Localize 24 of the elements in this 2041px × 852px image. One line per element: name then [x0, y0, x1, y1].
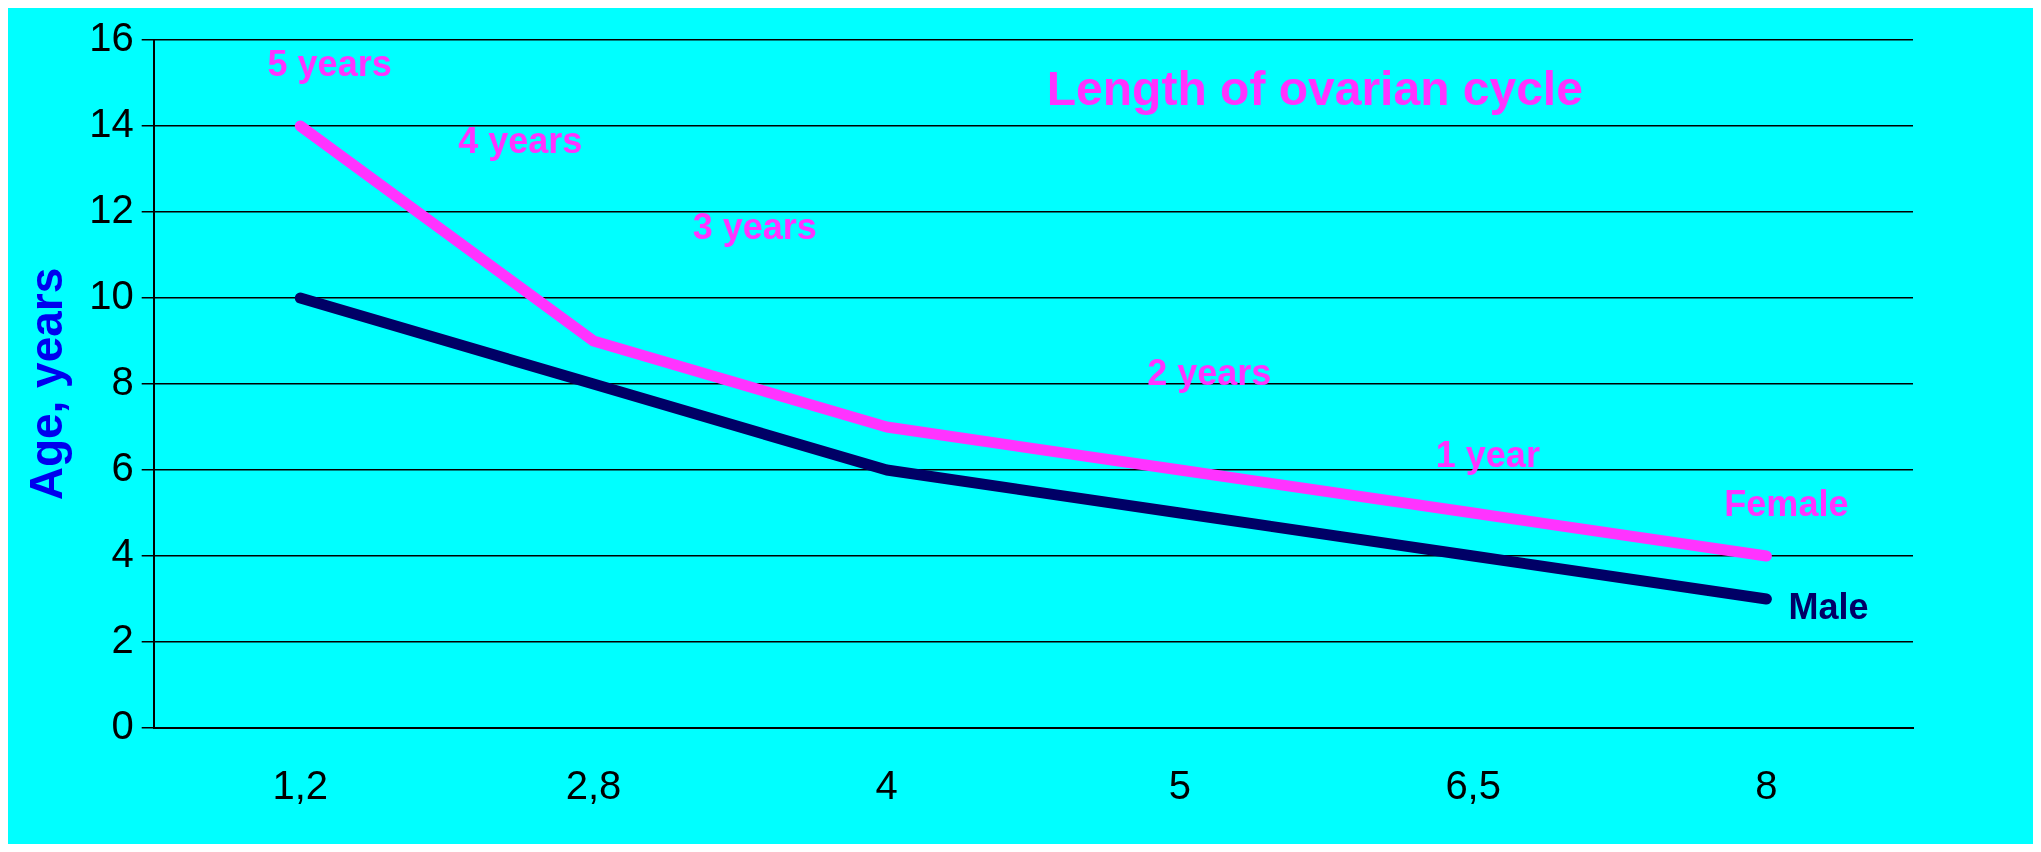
y-tick-label: 4: [111, 531, 134, 576]
y-tick-label: 14: [89, 101, 134, 146]
series-label: Male: [1788, 585, 1869, 627]
x-tick-label: 4: [875, 763, 898, 808]
y-tick-label: 0: [111, 703, 134, 748]
annotation: 3 years: [692, 206, 817, 248]
y-tick-label: 16: [89, 15, 134, 60]
y-axis-title: Age, years: [20, 267, 73, 501]
x-tick-label: 2,8: [565, 763, 622, 808]
x-tick-label: 5: [1168, 763, 1192, 808]
y-tick-label: 2: [111, 617, 134, 662]
x-tick-label: 8: [1755, 763, 1778, 808]
x-tick-label: 1,2: [272, 763, 329, 808]
x-tick-label: 6,5: [1445, 763, 1501, 808]
annotation: 2 years: [1147, 352, 1272, 394]
annotation: 4 years: [458, 120, 583, 162]
y-tick-label: 8: [111, 359, 134, 404]
y-tick-label: 12: [89, 187, 134, 232]
text: Length of ovarian cycle: [1046, 61, 1583, 115]
annotation: 5 years: [267, 42, 392, 84]
y-tick-label: 6: [111, 445, 134, 490]
series-label: Female: [1724, 482, 1849, 524]
y-tick-label: 10: [89, 273, 134, 318]
annotation: 1 year: [1435, 434, 1540, 476]
